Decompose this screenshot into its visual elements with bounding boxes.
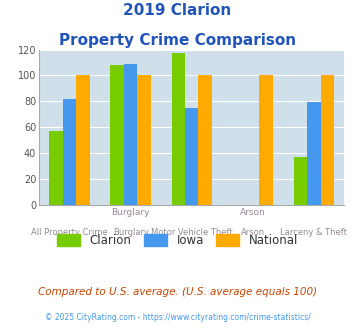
Bar (124, 64, 137, 205)
Bar (110, 65, 124, 205)
Text: 2019 Clarion: 2019 Clarion (124, 3, 231, 18)
Bar (49, 131, 63, 205)
Bar (260, 75, 273, 205)
Text: Arson: Arson (241, 228, 265, 237)
Bar (185, 108, 198, 205)
Bar (307, 103, 321, 205)
Bar (63, 99, 76, 205)
Text: Property Crime Comparison: Property Crime Comparison (59, 33, 296, 48)
Text: © 2025 CityRating.com - https://www.cityrating.com/crime-statistics/: © 2025 CityRating.com - https://www.city… (45, 314, 310, 322)
Bar (137, 75, 151, 205)
Text: All Property Crime: All Property Crime (31, 228, 108, 237)
Bar (76, 75, 90, 205)
Text: Larceny & Theft: Larceny & Theft (280, 228, 347, 237)
Text: Arson: Arson (240, 208, 266, 217)
Bar (321, 75, 334, 205)
Text: Compared to U.S. average. (U.S. average equals 100): Compared to U.S. average. (U.S. average … (38, 287, 317, 297)
Text: Burglary: Burglary (111, 208, 150, 217)
Legend: Clarion, Iowa, National: Clarion, Iowa, National (52, 229, 303, 251)
Bar (171, 53, 185, 205)
Text: Burglary: Burglary (113, 228, 149, 237)
Text: Motor Vehicle Theft: Motor Vehicle Theft (151, 228, 233, 237)
Bar (294, 157, 307, 205)
Bar (198, 75, 212, 205)
